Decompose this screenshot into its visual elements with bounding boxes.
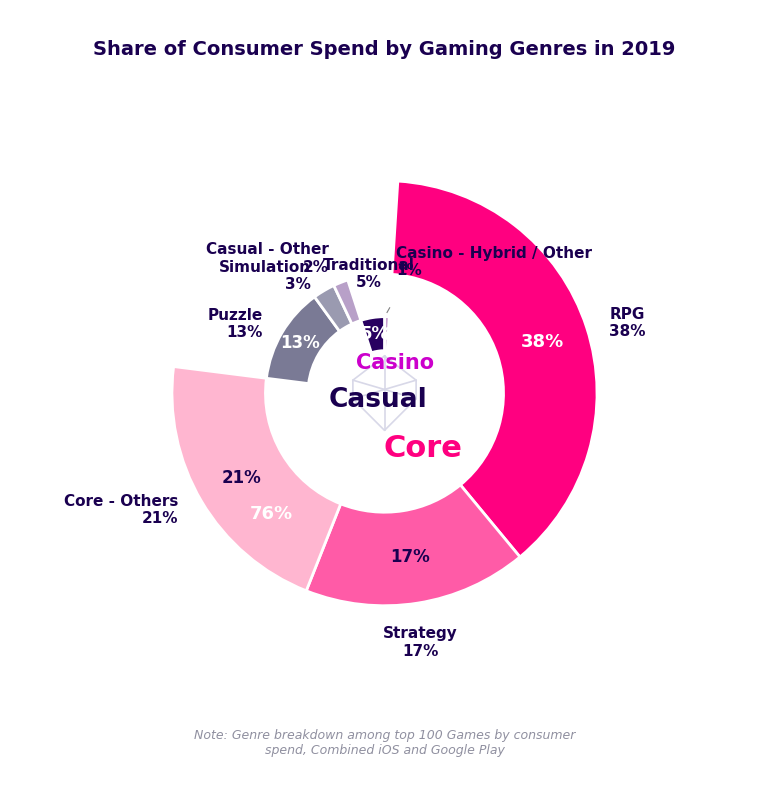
Text: Core: Core [383,434,462,463]
Text: RPG
38%: RPG 38% [609,307,646,339]
Text: Simulation
3%: Simulation 3% [219,260,311,292]
Text: 38%: 38% [521,333,564,351]
Text: Casino - Hybrid / Other
1%: Casino - Hybrid / Other 1% [396,246,592,278]
Text: Note: Genre breakdown among top 100 Games by consumer
spend, Combined iOS and Go: Note: Genre breakdown among top 100 Game… [194,729,575,757]
Wedge shape [384,316,389,351]
Wedge shape [315,285,352,332]
Wedge shape [361,316,384,353]
Text: 5%: 5% [361,325,389,344]
Wedge shape [172,367,341,591]
Text: Core - Others
21%: Core - Others 21% [64,494,178,526]
Text: 18%: 18% [444,327,484,345]
Text: 21%: 21% [222,469,261,487]
Text: Casino: Casino [356,353,434,374]
Text: 76%: 76% [249,505,292,523]
Text: 13%: 13% [281,335,320,352]
Text: Traditional
5%: Traditional 5% [323,258,415,290]
Text: Strategy
17%: Strategy 17% [383,626,458,658]
Wedge shape [306,485,520,606]
Wedge shape [266,297,340,383]
Text: Share of Consumer Spend by Gaming Genres in 2019: Share of Consumer Spend by Gaming Genres… [93,40,676,59]
Text: Casual: Casual [329,387,428,413]
Circle shape [342,351,427,436]
Wedge shape [392,181,597,557]
Text: 17%: 17% [391,548,431,566]
Text: Puzzle
13%: Puzzle 13% [208,308,263,340]
Text: Casual - Other
2%: Casual - Other 2% [206,242,328,275]
Text: 6%: 6% [381,326,410,344]
Wedge shape [334,280,361,324]
